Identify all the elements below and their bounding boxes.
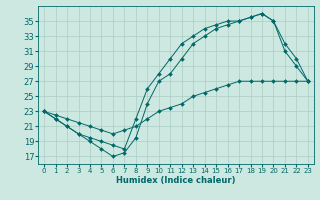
X-axis label: Humidex (Indice chaleur): Humidex (Indice chaleur): [116, 176, 236, 185]
